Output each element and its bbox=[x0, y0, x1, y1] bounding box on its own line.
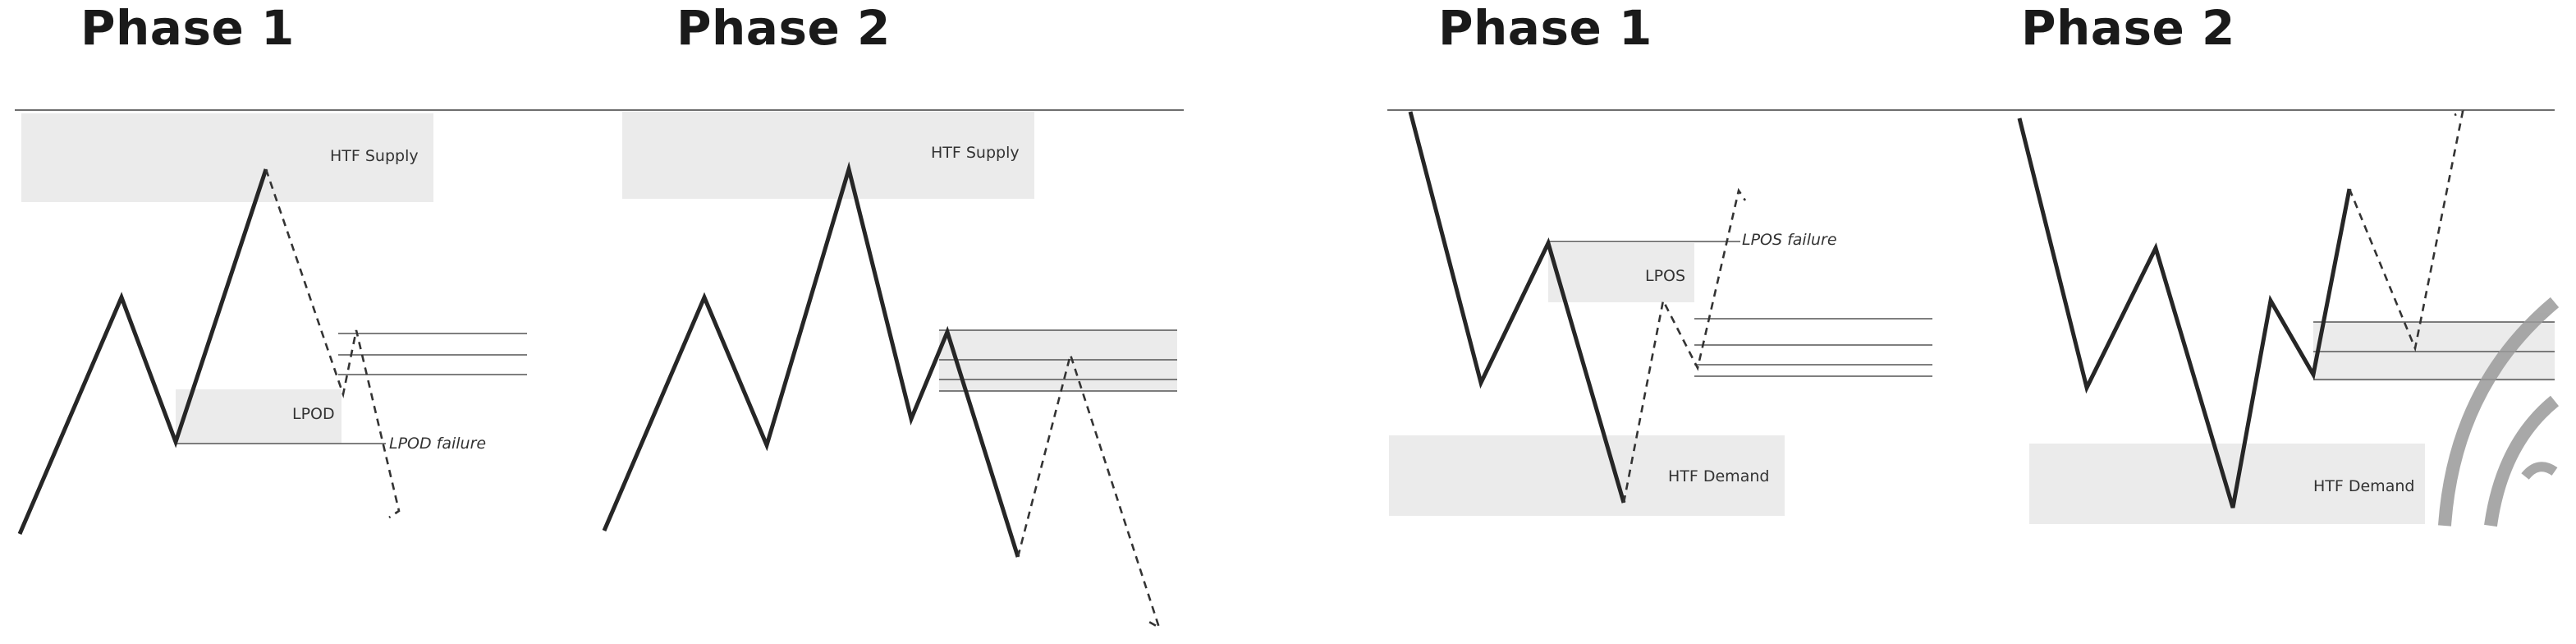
price-path bbox=[1408, 111, 1626, 504]
lpos-failure-label: LPOS failure bbox=[1742, 231, 1837, 249]
lpod-zone bbox=[176, 389, 341, 444]
price-path bbox=[602, 161, 1020, 558]
panel-3-title: Phase 1 bbox=[1438, 0, 1652, 56]
panel-1-diagram: HTF Supply LPOD LPOD failure bbox=[17, 113, 527, 535]
projected-path bbox=[2348, 109, 2464, 352]
range-zone bbox=[939, 330, 1177, 391]
htf-demand-label: HTF Demand bbox=[2313, 477, 2414, 495]
lpos-label: LPOS bbox=[1645, 267, 1685, 285]
htf-demand-label: HTF Demand bbox=[1668, 467, 1769, 485]
htf-supply-zone bbox=[622, 112, 1034, 199]
price-path bbox=[2017, 117, 2352, 508]
htf-supply-zone bbox=[21, 113, 433, 202]
lpod-label: LPOD bbox=[292, 405, 335, 423]
htf-supply-label: HTF Supply bbox=[330, 147, 419, 165]
htf-demand-zone bbox=[1389, 435, 1785, 516]
panel-2-diagram: HTF Supply bbox=[602, 112, 1177, 630]
panel-1-title: Phase 1 bbox=[80, 0, 295, 56]
lpos-zone bbox=[1548, 243, 1694, 302]
panel-4-diagram: HTF Demand bbox=[2017, 109, 2560, 527]
panel-3-diagram: HTF Demand LPOS LPOS failure bbox=[1389, 111, 1932, 516]
htf-supply-label: HTF Supply bbox=[931, 144, 1020, 162]
projected-path bbox=[1622, 187, 1747, 504]
watermark-logo bbox=[2438, 297, 2560, 527]
panel-2-title: Phase 2 bbox=[676, 0, 891, 56]
projected-path bbox=[1016, 351, 1162, 630]
panel-4-title: Phase 2 bbox=[2021, 0, 2235, 56]
price-path bbox=[17, 168, 268, 535]
projected-path bbox=[264, 168, 401, 519]
lpod-failure-label: LPOD failure bbox=[389, 435, 486, 453]
